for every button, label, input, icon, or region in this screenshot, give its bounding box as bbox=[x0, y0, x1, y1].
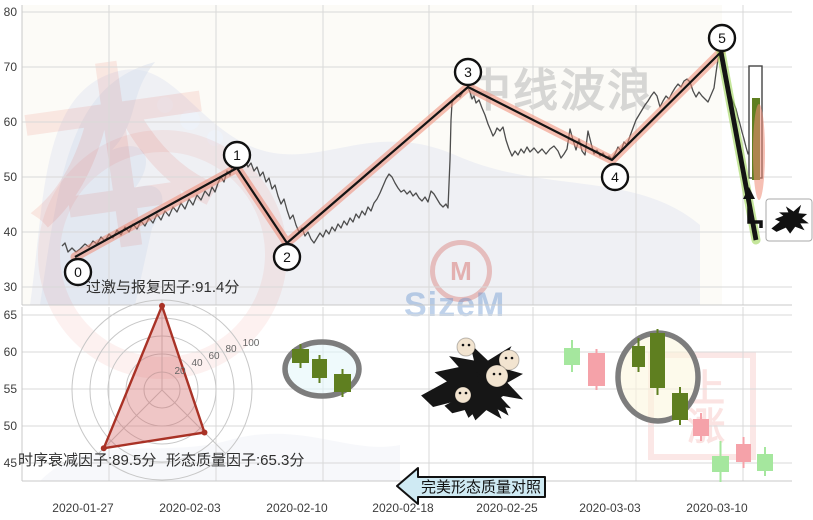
candle-body bbox=[736, 444, 751, 462]
eagle-face-eye bbox=[498, 372, 502, 376]
radar-tick-label: 20 bbox=[174, 366, 186, 377]
eagle-face bbox=[456, 337, 476, 357]
wave-point-circle bbox=[453, 57, 483, 87]
radar-polygon bbox=[101, 302, 207, 450]
wave-point-circle bbox=[272, 242, 302, 272]
wave-point-circle bbox=[707, 23, 737, 53]
x-date-label: 2020-02-18 bbox=[372, 501, 434, 515]
eagle-face-eye bbox=[467, 343, 471, 347]
price-line bbox=[61, 54, 756, 253]
y-tick-label: 55 bbox=[4, 382, 18, 396]
candle-body bbox=[672, 393, 688, 420]
eagle-face bbox=[498, 349, 520, 371]
eagle-face-eye bbox=[458, 391, 462, 395]
watermark-wave-title: 中线波浪 bbox=[466, 65, 655, 116]
wave-point-circle bbox=[600, 162, 630, 192]
radar-tick-label: 100 bbox=[243, 338, 260, 349]
wave-point-number: 0 bbox=[74, 264, 82, 280]
candle-body bbox=[588, 353, 605, 386]
x-date-label: 2020-02-03 bbox=[159, 501, 221, 515]
comparison-arrow bbox=[396, 467, 546, 505]
y-tick-label: 65 bbox=[4, 308, 18, 322]
candle-body bbox=[334, 374, 351, 392]
y-tick-label: 45 bbox=[4, 456, 18, 470]
wave-point-number: 2 bbox=[283, 249, 291, 265]
eagle-face-eye bbox=[461, 343, 465, 347]
wave-point-circle bbox=[63, 257, 93, 287]
y-tick-label: 40 bbox=[4, 225, 18, 239]
watermark-m-logo: M bbox=[430, 240, 492, 302]
eagle-face-eye bbox=[504, 356, 508, 360]
x-date-label: 2020-02-25 bbox=[476, 501, 538, 515]
y-tick-label: 30 bbox=[4, 280, 18, 294]
wave-point-number: 1 bbox=[233, 147, 241, 163]
radar-tick-label: 60 bbox=[208, 351, 220, 362]
eagle-icon bbox=[771, 204, 809, 234]
eagle-face bbox=[454, 386, 472, 404]
y-tick-label: 50 bbox=[4, 419, 18, 433]
y-tick-label: 60 bbox=[4, 345, 18, 359]
radar-vertex-dot bbox=[100, 445, 107, 452]
candle-body bbox=[632, 346, 645, 367]
wave-point-number: 4 bbox=[611, 169, 619, 185]
eagle-face-eye bbox=[492, 372, 496, 376]
foam bbox=[157, 97, 173, 113]
hook-arrowhead bbox=[743, 187, 755, 199]
radar-spoke bbox=[98, 389, 163, 454]
salmon-highlight bbox=[753, 104, 765, 200]
y-tick-label: 50 bbox=[4, 170, 18, 184]
y-tick-label: 80 bbox=[4, 5, 18, 19]
radar-vertex-dot bbox=[159, 302, 165, 309]
x-date-label: 2020-03-03 bbox=[579, 501, 641, 515]
radar-tick-label: 40 bbox=[191, 358, 203, 369]
x-date-label: 2020-03-10 bbox=[686, 501, 748, 515]
candle-body bbox=[312, 359, 327, 378]
elliott-wave-line bbox=[74, 51, 722, 258]
foam bbox=[180, 110, 200, 130]
comparison-arrow-label: 完美形态质量对照 bbox=[421, 479, 541, 496]
candle-body bbox=[564, 348, 580, 365]
candle-body bbox=[757, 454, 773, 471]
candle-body bbox=[292, 349, 309, 363]
y-tick-label: 60 bbox=[4, 115, 18, 129]
eagle-face-eye bbox=[464, 391, 468, 395]
radar-tick-label: 80 bbox=[225, 344, 237, 355]
wave-point-number: 3 bbox=[464, 64, 472, 80]
radar-spoke bbox=[161, 389, 226, 454]
x-date-label: 2020-02-10 bbox=[266, 501, 328, 515]
candle-body bbox=[693, 419, 709, 436]
wave-lower bbox=[40, 433, 400, 481]
y-tick-label: 70 bbox=[4, 60, 18, 74]
m-logo-letter: M bbox=[450, 255, 472, 286]
radar-vertex-dot bbox=[201, 429, 208, 436]
wave-point-circle bbox=[222, 140, 252, 170]
hook-arrow bbox=[747, 197, 763, 228]
eagle-face-eye bbox=[510, 356, 514, 360]
candle-body bbox=[712, 456, 729, 472]
x-date-label: 2020-01-27 bbox=[52, 501, 114, 515]
wave-point-number: 5 bbox=[718, 30, 726, 46]
candle-body bbox=[650, 333, 665, 388]
eagle-face bbox=[485, 364, 509, 388]
wave-salmon-glow bbox=[70, 47, 726, 262]
